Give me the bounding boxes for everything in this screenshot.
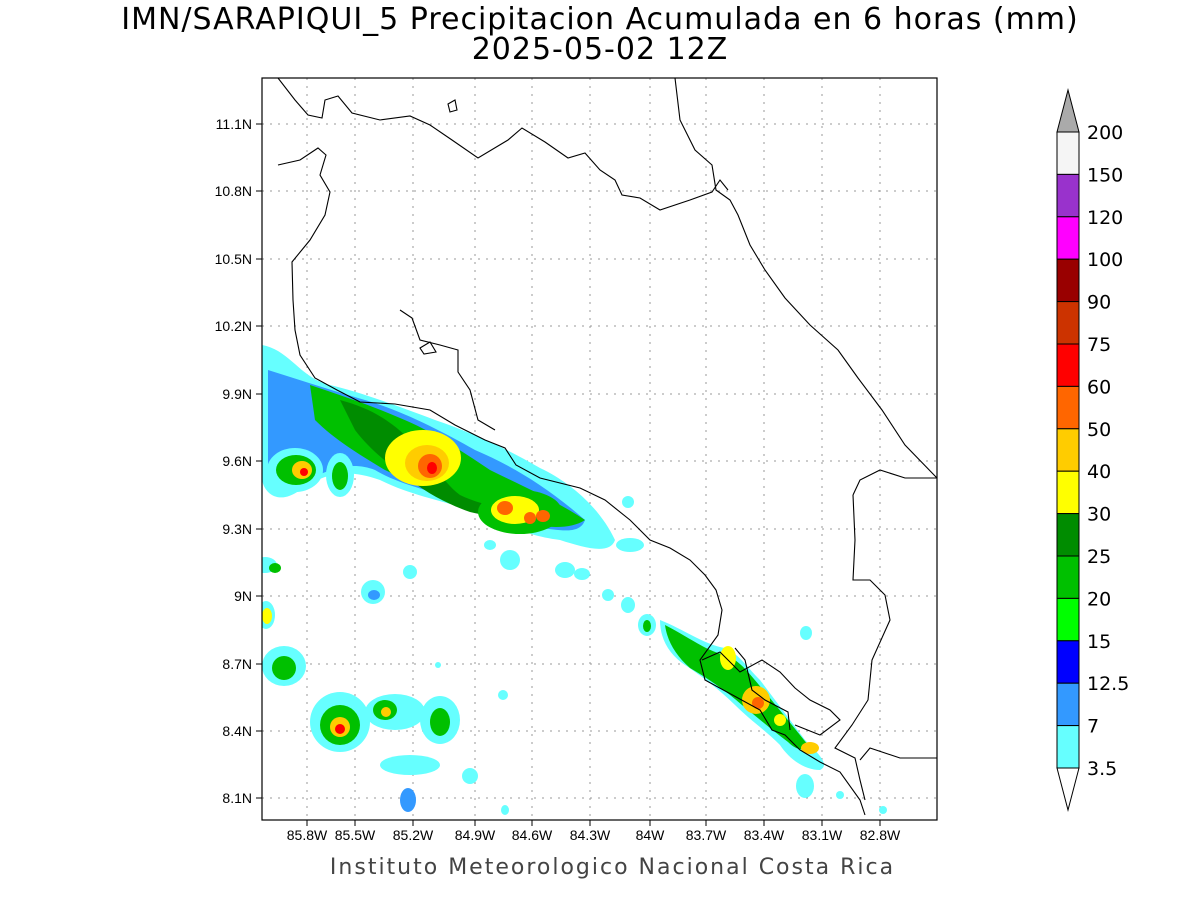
latitude-labels: 11.1N 10.8N 10.5N 10.2N 9.9N 9.6N 9.3N 9… [215, 116, 252, 806]
colorbar-label: 20 [1087, 588, 1111, 610]
lon-label: 85.8W [287, 827, 328, 843]
colorbar-swatch [1056, 725, 1080, 769]
lon-label: 83.4W [744, 827, 785, 843]
colorbar-swatch [1056, 513, 1080, 557]
colorbar-over-arrow [1056, 88, 1080, 133]
colorbar-label: 60 [1087, 376, 1111, 398]
colorbar-label: 200 [1087, 122, 1123, 144]
colorbar-label: 90 [1087, 292, 1111, 314]
colorbar-label: 120 [1087, 207, 1123, 229]
map-gridlines [262, 78, 937, 820]
lat-label: 9N [234, 588, 252, 604]
coastline [277, 78, 937, 816]
map-subtitle-date: 2025-05-02 12Z [471, 32, 729, 67]
colorbar-label: 3.5 [1087, 758, 1117, 780]
colorbar-label: 40 [1087, 461, 1111, 483]
colorbar-swatch [1056, 385, 1080, 430]
colorbar-swatch [1056, 470, 1080, 515]
lon-label: 84.3W [570, 827, 611, 843]
lon-label: 82.8W [860, 827, 901, 843]
colorbar-swatch [1056, 555, 1080, 599]
axis-ticks [256, 123, 881, 826]
colorbar-label: 25 [1087, 546, 1111, 568]
lon-label: 84W [636, 827, 666, 843]
lon-label: 84.9W [455, 827, 496, 843]
lon-label: 84.6W [512, 827, 553, 843]
colorbar-swatch [1056, 216, 1080, 260]
colorbar: 200 150 120 100 90 75 60 50 40 30 25 20 15 12.5 7 3.5 [1056, 88, 1129, 812]
colorbar-label: 15 [1087, 631, 1111, 653]
lat-label: 8.7N [222, 656, 252, 672]
lon-label: 85.2W [393, 827, 434, 843]
lat-label: 9.9N [222, 386, 252, 402]
colorbar-swatch [1056, 131, 1080, 175]
colorbar-swatch [1056, 301, 1080, 345]
colorbar-swatch [1056, 343, 1080, 387]
colorbar-label: 100 [1087, 249, 1123, 271]
colorbar-label: 75 [1087, 334, 1111, 356]
colorbar-under-arrow [1056, 767, 1080, 812]
colorbar-swatch [1056, 682, 1080, 727]
colorbar-swatch [1056, 640, 1080, 684]
colorbar-label: 50 [1087, 419, 1111, 441]
lat-label: 10.2N [215, 318, 252, 334]
plot-frame [261, 77, 938, 821]
footer-credit: Instituto Meteorologico Nacional Costa R… [329, 855, 896, 880]
lat-label: 9.3N [222, 521, 252, 537]
lat-label: 10.8N [215, 183, 252, 199]
colorbar-swatch [1056, 428, 1080, 472]
lon-label: 85.5W [335, 827, 376, 843]
lat-label: 11.1N [216, 116, 252, 132]
colorbar-label: 30 [1087, 504, 1111, 526]
lat-label: 8.1N [222, 790, 252, 806]
colorbar-label: 12.5 [1087, 673, 1129, 695]
colorbar-swatch [1056, 173, 1080, 218]
colorbar-label: 7 [1087, 716, 1099, 738]
colorbar-swatch [1056, 597, 1080, 642]
lat-label: 10.5N [215, 251, 252, 267]
map-title: IMN/SARAPIQUI_5 Precipitacion Acumulada … [121, 2, 1079, 37]
precipitation-field [262, 345, 887, 815]
lat-label: 9.6N [222, 453, 252, 469]
colorbar-label: 150 [1087, 164, 1123, 186]
lat-label: 8.4N [222, 723, 252, 739]
colorbar-swatch [1056, 258, 1080, 303]
lon-label: 83.7W [686, 827, 727, 843]
longitude-labels: 85.8W 85.5W 85.2W 84.9W 84.6W 84.3W 84W … [287, 827, 901, 843]
lon-label: 83.1W [802, 827, 843, 843]
